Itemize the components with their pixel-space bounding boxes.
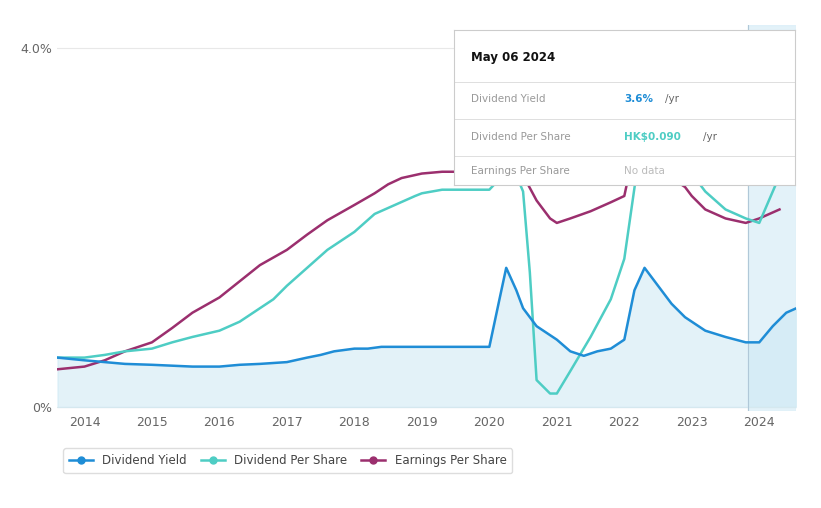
Bar [748, 25, 796, 411]
Text: Dividend Per Share: Dividend Per Share [471, 132, 571, 142]
Text: Past: Past [751, 55, 774, 65]
Text: Earnings Per Share: Earnings Per Share [471, 166, 570, 176]
Text: /yr: /yr [665, 94, 679, 105]
Text: May 06 2024: May 06 2024 [471, 51, 555, 64]
Text: HK$0.090: HK$0.090 [625, 132, 681, 142]
Text: 3.6%: 3.6% [625, 94, 654, 105]
Legend: Dividend Yield, Dividend Per Share, Earnings Per Share: Dividend Yield, Dividend Per Share, Earn… [63, 449, 512, 473]
Text: /yr: /yr [703, 132, 717, 142]
Text: No data: No data [625, 166, 665, 176]
Text: Dividend Yield: Dividend Yield [471, 94, 545, 105]
